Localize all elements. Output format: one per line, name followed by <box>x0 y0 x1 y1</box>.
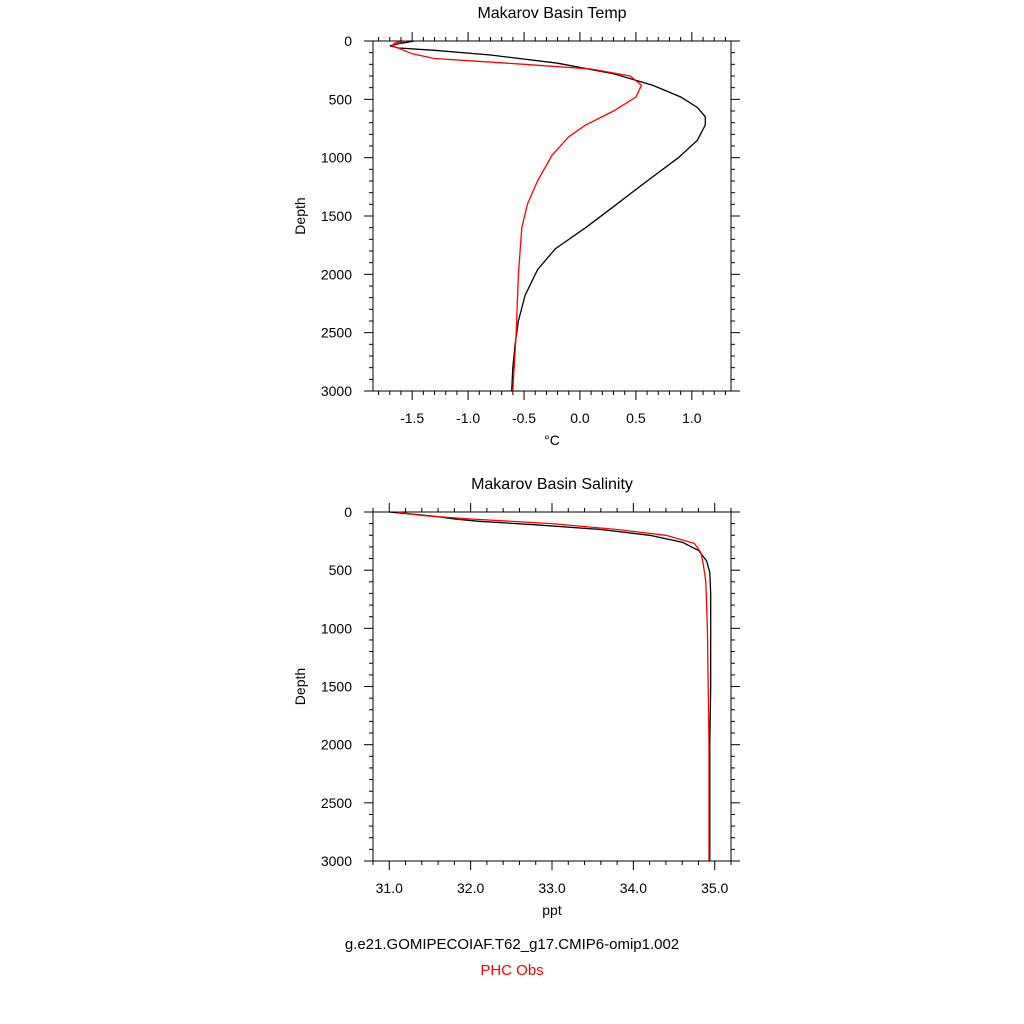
y-axis-label: Depth <box>292 197 308 234</box>
y-tick-label: 2500 <box>321 795 352 811</box>
obs-series-line <box>390 40 643 392</box>
obs-series-line <box>397 511 710 861</box>
x-axis-label: ppt <box>542 902 562 918</box>
legend-model-label: g.e21.GOMIPECOIAF.T62_g17.CMIP6-omip1.00… <box>344 936 680 953</box>
x-tick-label: 31.0 <box>376 880 403 896</box>
y-axis-label: Depth <box>292 668 308 705</box>
chart-title: Makarov Basin Salinity <box>471 476 633 493</box>
model-series-line <box>389 511 712 861</box>
y-tick-label: 1000 <box>321 620 352 636</box>
legend-obs-label: PHC Obs <box>480 962 544 979</box>
charts-canvas: -1.5 -1.0 -0.5 0.0 0.5 1.0 0 500 1000 1500 2000 250… <box>292 5 740 918</box>
x-axis-label: °C <box>544 432 560 448</box>
plot-frame <box>372 40 732 392</box>
x-tick-label: 33.0 <box>538 880 565 896</box>
y-tick-label: 1500 <box>321 208 352 224</box>
y-tick-label: 500 <box>329 91 353 107</box>
y-tick-label: 0 <box>344 33 352 49</box>
x-tick-label: 0.5 <box>626 410 646 426</box>
model-series-line <box>389 40 706 392</box>
x-tick-label: 34.0 <box>620 880 647 896</box>
y-tick-label: 1500 <box>321 679 352 695</box>
y-tick-label: 0 <box>344 504 352 520</box>
x-tick-label: -1.5 <box>400 410 424 426</box>
x-tick-label: 1.0 <box>682 410 702 426</box>
y-tick-label: 3000 <box>321 853 352 869</box>
y-tick-label: 2500 <box>321 325 352 341</box>
salinity-chart: 31.0 32.0 33.0 34.0 35.0 0 500 1000 1500 2000 2500… <box>292 476 740 918</box>
y-tick-label: 500 <box>329 562 353 578</box>
x-tick-label: 32.0 <box>457 880 484 896</box>
x-tick-label: 0.0 <box>570 410 590 426</box>
plot-frame <box>372 511 732 862</box>
x-tick-label: -1.0 <box>456 410 480 426</box>
y-tick-label: 2000 <box>321 266 352 282</box>
x-tick-label: -0.5 <box>512 410 536 426</box>
temp-chart: -1.5 -1.0 -0.5 0.0 0.5 1.0 0 500 1000 1500 2000 250… <box>292 5 740 448</box>
x-tick-label: 35.0 <box>701 880 728 896</box>
y-tick-label: 1000 <box>321 150 352 166</box>
y-tick-label: 3000 <box>321 383 352 399</box>
y-tick-label: 2000 <box>321 737 352 753</box>
chart-title: Makarov Basin Temp <box>477 5 626 22</box>
